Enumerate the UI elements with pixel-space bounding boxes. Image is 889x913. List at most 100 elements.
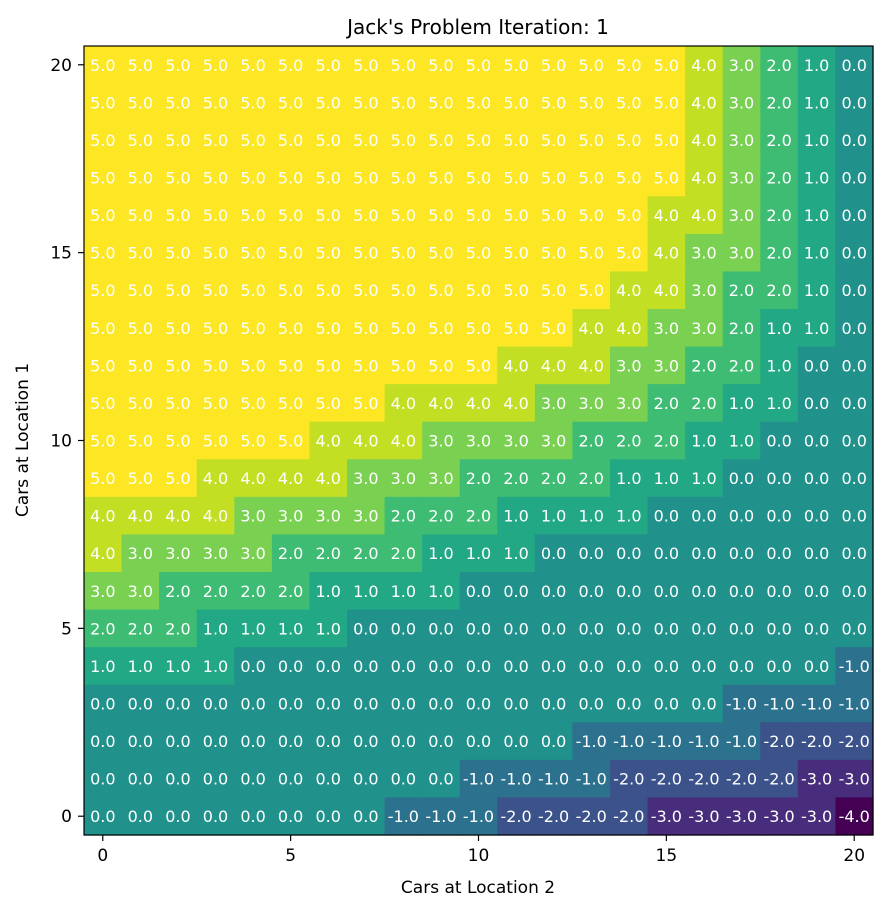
heatmap-cell bbox=[572, 384, 611, 423]
heatmap-cell bbox=[121, 121, 160, 160]
cell-value-label: 0.0 bbox=[841, 93, 866, 112]
heatmap-cell bbox=[422, 346, 461, 385]
cell-value-label: -1.0 bbox=[839, 657, 870, 676]
cell-value-label: 5.0 bbox=[503, 93, 528, 112]
heatmap-cell bbox=[797, 233, 837, 273]
cell-value-label: 1.0 bbox=[541, 507, 566, 526]
cell-value-label: 5.0 bbox=[353, 131, 378, 150]
heatmap-cell bbox=[271, 158, 311, 197]
heatmap-cell bbox=[722, 797, 761, 836]
heatmap-cell bbox=[384, 534, 423, 573]
cell-value-label: 5.0 bbox=[203, 319, 228, 338]
heatmap-cell bbox=[159, 684, 198, 723]
heatmap-cell bbox=[835, 121, 874, 160]
cell-value-label: 0.0 bbox=[428, 770, 453, 789]
heatmap-cell bbox=[422, 684, 461, 723]
cell-value-label: 5.0 bbox=[278, 319, 303, 338]
heatmap-cell bbox=[685, 346, 724, 385]
heatmap-cell bbox=[422, 309, 461, 348]
cell-value-label: 5.0 bbox=[278, 281, 303, 300]
cell-value-label: 1.0 bbox=[766, 394, 791, 413]
cell-value-label: 5.0 bbox=[578, 93, 603, 112]
heatmap-cell bbox=[797, 722, 837, 761]
cell-value-label: 0.0 bbox=[766, 432, 791, 451]
heatmap-cell bbox=[835, 496, 874, 536]
heatmap-cell bbox=[497, 609, 536, 648]
cell-value-label: 0.0 bbox=[541, 544, 566, 563]
cell-value-label: 0.0 bbox=[541, 657, 566, 676]
heatmap-cell bbox=[271, 121, 311, 160]
cell-value-label: 5.0 bbox=[240, 244, 265, 263]
heatmap-cell bbox=[497, 684, 536, 723]
heatmap-cell bbox=[196, 459, 235, 498]
y-tick-label: 0 bbox=[61, 807, 72, 827]
heatmap-cell bbox=[572, 158, 611, 197]
cell-value-label: -1.0 bbox=[576, 732, 607, 751]
heatmap-cell bbox=[121, 534, 160, 573]
cell-value-label: 3.0 bbox=[729, 131, 754, 150]
cell-value-label: 5.0 bbox=[466, 356, 491, 375]
cell-value-label: 4.0 bbox=[578, 319, 603, 338]
cell-value-label: 4.0 bbox=[691, 56, 716, 75]
heatmap-cell bbox=[271, 421, 311, 460]
heatmap-cell bbox=[572, 46, 611, 85]
cell-value-label: 5.0 bbox=[578, 131, 603, 150]
cell-value-label: 0.0 bbox=[841, 394, 866, 413]
cell-value-label: 0.0 bbox=[541, 732, 566, 751]
heatmap-cell bbox=[347, 459, 386, 498]
heatmap-cell bbox=[84, 647, 123, 686]
cell-value-label: 4.0 bbox=[391, 432, 416, 451]
cell-value-label: 5.0 bbox=[466, 56, 491, 75]
heatmap-cell bbox=[797, 83, 837, 122]
heatmap-cell bbox=[647, 534, 686, 573]
heatmap-cell bbox=[121, 722, 160, 761]
heatmap-cell bbox=[196, 83, 235, 122]
heatmap-cell bbox=[422, 797, 461, 836]
heatmap-cell bbox=[347, 684, 386, 723]
cell-value-label: 2.0 bbox=[766, 244, 791, 263]
heatmap-cell bbox=[271, 534, 311, 573]
cell-value-label: 5.0 bbox=[165, 319, 190, 338]
heatmap-cell bbox=[572, 346, 611, 385]
cell-value-label: 0.0 bbox=[841, 281, 866, 300]
cell-value-label: 5.0 bbox=[578, 244, 603, 263]
cell-value-label: -1.0 bbox=[388, 807, 419, 826]
cell-value-label: 1.0 bbox=[616, 507, 641, 526]
cell-value-label: 3.0 bbox=[729, 56, 754, 75]
heatmap-cell bbox=[422, 496, 461, 536]
cell-value-label: 1.0 bbox=[315, 582, 340, 601]
cell-value-label: 5.0 bbox=[428, 131, 453, 150]
cell-value-label: 4.0 bbox=[541, 356, 566, 375]
y-axis-label: Cars at Location 1 bbox=[13, 363, 33, 517]
cell-value-label: 0.0 bbox=[353, 695, 378, 714]
heatmap-cell bbox=[459, 459, 498, 498]
cell-value-label: 0.0 bbox=[391, 732, 416, 751]
cell-value-label: 0.0 bbox=[654, 544, 679, 563]
cell-value-label: 3.0 bbox=[128, 544, 153, 563]
heatmap-cell bbox=[497, 459, 536, 498]
cell-value-label: 1.0 bbox=[804, 244, 829, 263]
cell-value-label: 0.0 bbox=[90, 732, 115, 751]
cell-value-label: 0.0 bbox=[466, 619, 491, 638]
heatmap-cell bbox=[685, 609, 724, 648]
cell-value-label: 0.0 bbox=[466, 657, 491, 676]
cell-value-label: 5.0 bbox=[203, 394, 228, 413]
heatmap-cell bbox=[835, 722, 874, 761]
cell-value-label: 1.0 bbox=[165, 657, 190, 676]
cell-value-label: 0.0 bbox=[203, 770, 228, 789]
heatmap-cell bbox=[835, 759, 874, 799]
cell-value-label: 2.0 bbox=[466, 469, 491, 488]
heatmap-cell bbox=[760, 534, 799, 573]
cell-value-label: 3.0 bbox=[616, 356, 641, 375]
heatmap-cell bbox=[234, 384, 273, 423]
heatmap-cell bbox=[497, 158, 536, 197]
heatmap-cell bbox=[234, 722, 273, 761]
heatmap-cell bbox=[534, 83, 574, 122]
cell-value-label: 5.0 bbox=[203, 56, 228, 75]
cell-value-label: 5.0 bbox=[503, 131, 528, 150]
cell-value-label: -3.0 bbox=[801, 807, 832, 826]
cell-value-label: 0.0 bbox=[654, 657, 679, 676]
heatmap-cell bbox=[271, 271, 311, 310]
cell-value-label: 1.0 bbox=[804, 131, 829, 150]
cell-value-label: 0.0 bbox=[315, 732, 340, 751]
